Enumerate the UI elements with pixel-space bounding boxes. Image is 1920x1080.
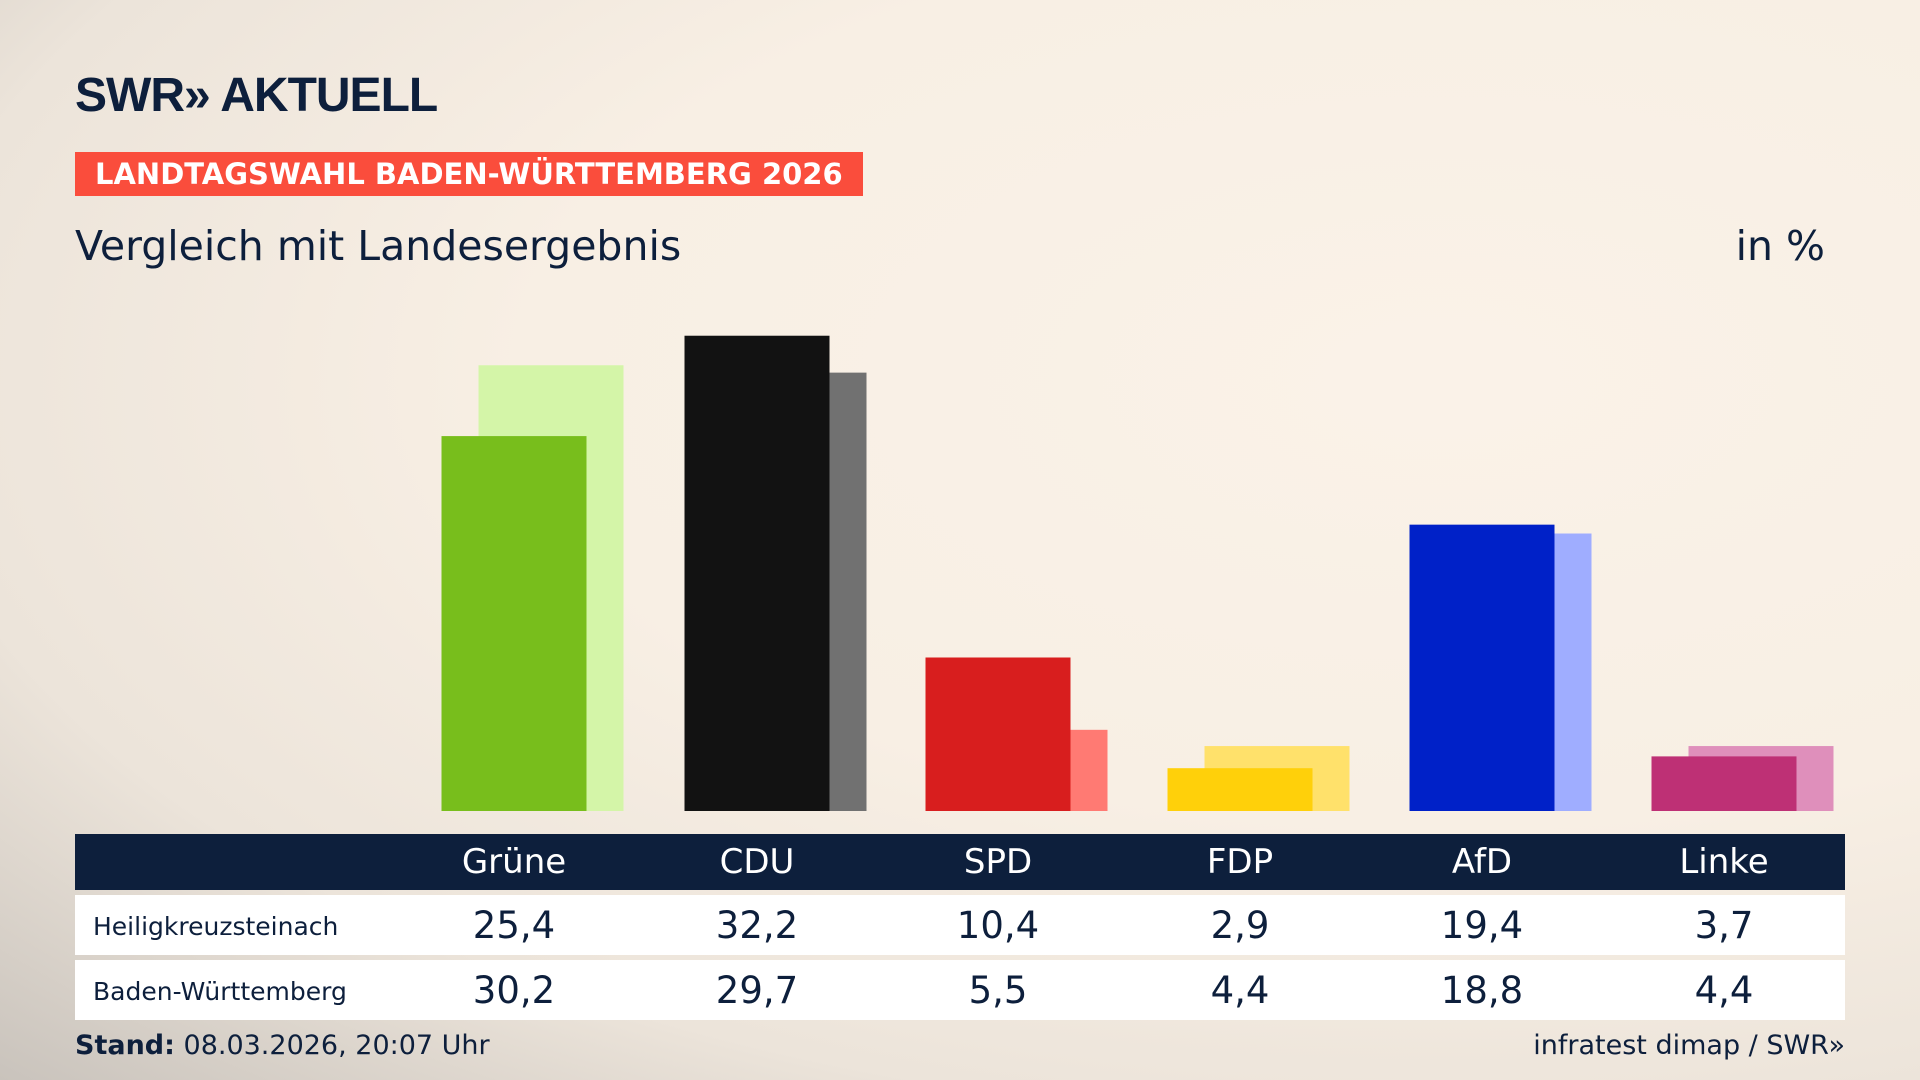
value-cell: 18,8 bbox=[1440, 969, 1524, 1012]
value-cell: 19,4 bbox=[1440, 904, 1524, 947]
table-row: Baden-Württemberg 30,2 29,7 5,5 4,4 18,8 4,4 bbox=[75, 960, 1845, 1020]
bar-local-1 bbox=[684, 335, 830, 811]
value-cell: 2,9 bbox=[1210, 904, 1270, 947]
election-banner: LANDTAGSWAHL BADEN-WÜRTTEMBERG 2026 bbox=[75, 152, 863, 196]
value-cell: 4,4 bbox=[1210, 969, 1270, 1012]
row-label: Baden-Württemberg bbox=[93, 977, 347, 1006]
bar-local-2 bbox=[925, 657, 1071, 811]
stand-label: Stand: bbox=[75, 1030, 175, 1061]
results-table: Grüne CDU SPD FDP AfD Linke Heiligkreuzsteina… bbox=[75, 834, 1845, 1020]
value-cell: 29,7 bbox=[715, 969, 799, 1012]
value-cell: 32,2 bbox=[715, 904, 799, 947]
bar-local-0 bbox=[441, 436, 587, 811]
value-cell: 25,4 bbox=[472, 904, 556, 947]
bar-local-4 bbox=[1409, 524, 1555, 811]
party-header: Linke bbox=[1679, 842, 1769, 882]
source: infratest dimap / SWR» bbox=[1533, 1030, 1845, 1061]
chart-subtitle: Vergleich mit Landesergebnis bbox=[75, 222, 682, 270]
party-header: Grüne bbox=[461, 842, 567, 882]
bar-local-5 bbox=[1651, 756, 1797, 811]
stand-value: 08.03.2026, 20:07 Uhr bbox=[183, 1030, 490, 1061]
party-header: FDP bbox=[1206, 842, 1274, 882]
value-cell: 4,4 bbox=[1694, 969, 1754, 1012]
party-header: CDU bbox=[719, 842, 795, 882]
swr-aktuell-logo: SWR» AKTUELL bbox=[75, 69, 438, 122]
row-label: Heiligkreuzsteinach bbox=[93, 912, 339, 941]
value-cell: 30,2 bbox=[472, 969, 556, 1012]
value-cell: 10,4 bbox=[956, 904, 1040, 947]
value-cell: 3,7 bbox=[1694, 904, 1754, 947]
table-header: Grüne CDU SPD FDP AfD Linke bbox=[75, 834, 1845, 890]
bar-local-3 bbox=[1167, 768, 1313, 811]
table-row: Heiligkreuzsteinach 25,4 32,2 10,4 2,9 19,4 3,… bbox=[75, 895, 1845, 955]
unit-label: in % bbox=[1735, 222, 1825, 270]
timestamp: Stand: 08.03.2026, 20:07 Uhr bbox=[75, 1030, 490, 1061]
value-cell: 5,5 bbox=[968, 969, 1028, 1012]
bar-chart bbox=[441, 335, 1834, 811]
party-header: AfD bbox=[1451, 842, 1513, 882]
party-header: SPD bbox=[963, 842, 1033, 882]
